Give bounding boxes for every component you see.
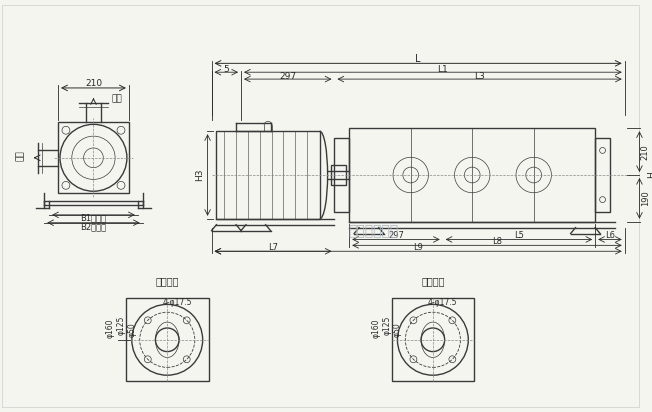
Text: 上海丰企实业: 上海丰企实业 (349, 225, 399, 239)
Text: φ125: φ125 (117, 315, 125, 335)
Bar (58, 122, 129, 193)
Text: 吐出: 吐出 (111, 94, 122, 103)
Text: 4-φ17.5: 4-φ17.5 (162, 298, 192, 307)
Text: 210: 210 (85, 79, 102, 87)
Bar (126, 298, 209, 381)
Text: 210: 210 (641, 144, 650, 159)
Bar (216, 131, 319, 219)
Text: 297: 297 (388, 231, 404, 240)
Text: L5: L5 (514, 231, 524, 240)
Text: 吐出法兰: 吐出法兰 (421, 276, 445, 286)
Text: 吸入: 吸入 (16, 150, 25, 161)
Text: 297: 297 (279, 72, 296, 81)
Text: L3: L3 (474, 72, 485, 81)
Text: 吸入法兰: 吸入法兰 (155, 276, 179, 286)
Bar (331, 165, 346, 185)
Bar (334, 138, 349, 212)
Bar (392, 298, 474, 381)
Text: L9: L9 (413, 243, 423, 252)
Text: H: H (647, 172, 652, 178)
Text: φ50: φ50 (127, 323, 136, 337)
Text: H3: H3 (195, 169, 204, 181)
Bar (349, 128, 595, 222)
Text: φ160: φ160 (371, 318, 380, 338)
Text: B1电机端: B1电机端 (80, 213, 106, 222)
Text: L8: L8 (492, 237, 502, 246)
Text: φ125: φ125 (382, 315, 391, 335)
Text: L7: L7 (268, 243, 278, 252)
Bar (595, 138, 610, 212)
Text: L6: L6 (605, 231, 615, 240)
Text: B2水泵端: B2水泵端 (80, 222, 106, 231)
Text: L: L (415, 54, 421, 64)
Text: 190: 190 (641, 190, 650, 206)
Text: φ50: φ50 (393, 323, 402, 337)
Text: φ160: φ160 (106, 318, 115, 338)
Text: L1: L1 (437, 65, 448, 74)
Text: 4-φ17.5: 4-φ17.5 (428, 298, 458, 307)
Text: 5: 5 (224, 65, 229, 74)
